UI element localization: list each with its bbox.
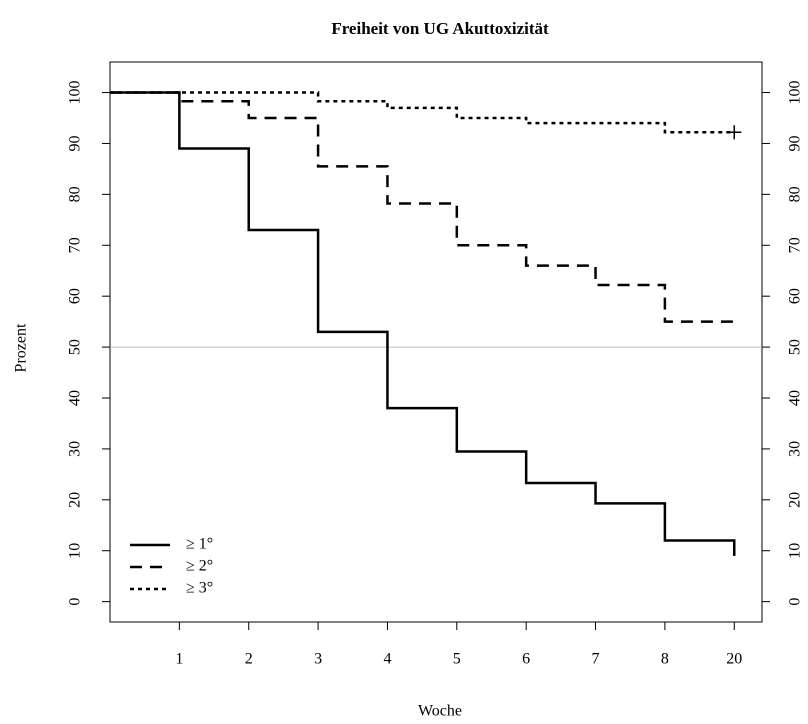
legend-label: ≥ 3°	[186, 580, 213, 597]
x-axis-label: Woche	[418, 703, 462, 720]
y-tick-label: 60	[67, 288, 84, 304]
y-axis-label: Prozent	[13, 323, 30, 372]
y2-tick-label: 100	[787, 81, 804, 105]
y2-tick-label: 50	[787, 339, 804, 355]
y2-tick-label: 0	[787, 598, 804, 606]
y2-tick-label: 80	[787, 186, 804, 202]
x-tick-label: 4	[383, 651, 391, 668]
y2-tick-label: 70	[787, 237, 804, 253]
x-tick-label: 2	[245, 651, 253, 668]
y2-tick-label: 60	[787, 288, 804, 304]
step-line	[110, 91, 736, 556]
y-tick-label: 100	[67, 81, 84, 105]
x-tick-label: 3	[314, 651, 322, 668]
y2-tick-label: 90	[787, 135, 804, 151]
censor-mark	[727, 125, 742, 140]
legend-label: ≥ 1°	[186, 536, 213, 553]
y2-tick-label: 40	[787, 390, 804, 406]
x-tick-label: 20	[726, 651, 742, 668]
x-tick-label: 1	[175, 651, 183, 668]
y2-tick-label: 30	[787, 441, 804, 457]
plot-box	[109, 61, 763, 623]
x-tick-label: 6	[522, 651, 530, 668]
y-tick-label: 90	[67, 135, 84, 151]
legend-label: ≥ 2°	[186, 558, 213, 575]
x-tick-label: 7	[592, 651, 600, 668]
x-tick-label: 8	[661, 651, 669, 668]
y-tick-label: 80	[67, 186, 84, 202]
y2-tick-label: 20	[787, 492, 804, 508]
step-line	[110, 91, 735, 323]
x-tick-label: 5	[453, 651, 461, 668]
y-tick-label: 30	[67, 441, 84, 457]
y-tick-label: 20	[67, 492, 84, 508]
y-tick-label: 10	[67, 543, 84, 559]
y2-tick-label: 10	[787, 543, 804, 559]
chart-title: Freiheit von UG Akuttoxizität	[331, 19, 549, 38]
y-tick-label: 40	[67, 390, 84, 406]
step-line	[110, 91, 735, 134]
y-tick-label: 70	[67, 237, 84, 253]
y-tick-label: 0	[67, 598, 84, 606]
y-tick-label: 50	[67, 339, 84, 355]
